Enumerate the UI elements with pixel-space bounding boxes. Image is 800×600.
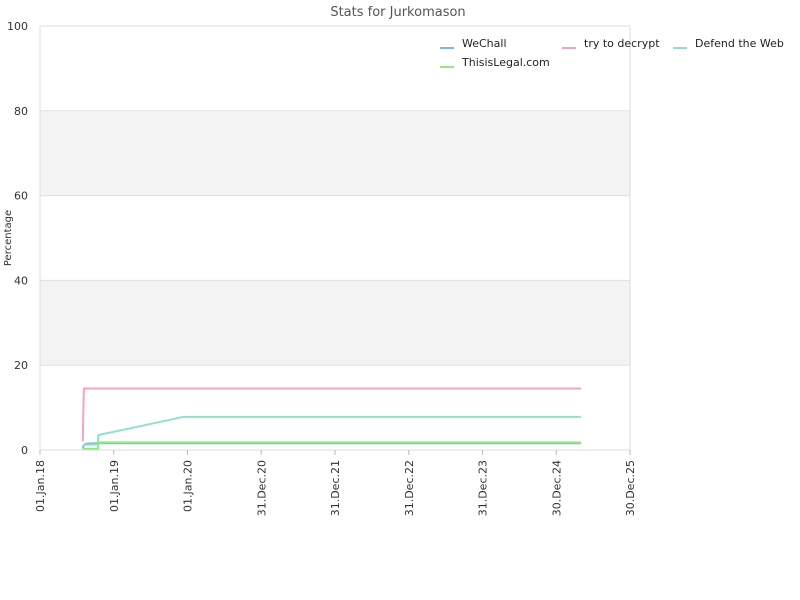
x-tick-label: 01.Jan.20 — [182, 460, 195, 512]
plot-band — [40, 280, 630, 366]
series-line-0 — [81, 442, 581, 449]
legend-label[interactable]: ThisisLegal.com — [461, 56, 550, 69]
x-tick-label: 31.Dec.22 — [403, 460, 416, 516]
x-tick-label: 01.Jan.18 — [34, 460, 47, 512]
y-tick-label: 40 — [14, 274, 28, 287]
y-tick-label: 0 — [21, 444, 28, 457]
grid-lines — [40, 25, 630, 451]
legend-label[interactable]: try to decrypt — [584, 37, 660, 50]
plot-border — [39, 25, 631, 451]
x-tick-label: 30.Dec.24 — [550, 460, 563, 516]
x-tick-label: 30.Dec.25 — [624, 460, 637, 516]
series-line-1 — [81, 387, 581, 442]
plot-bands — [40, 110, 630, 366]
y-axis-ticks: 0 20 40 60 80 100 — [7, 20, 28, 457]
y-axis-label: Percentage — [3, 210, 14, 266]
x-axis-ticks: 01.Jan.18 01.Jan.19 01.Jan.20 31.Dec.20 31.D… — [34, 450, 637, 516]
legend: WeChall try to decrypt Defend the Web Thisi… — [440, 37, 784, 69]
series-line-2 — [82, 415, 581, 447]
x-tick-label: 01.Jan.19 — [108, 460, 121, 512]
series-line-3 — [82, 441, 581, 450]
legend-label[interactable]: WeChall — [462, 37, 507, 50]
y-tick-label: 100 — [7, 20, 28, 33]
y-tick-label: 20 — [14, 359, 28, 372]
x-tick-label: 31.Dec.20 — [255, 460, 268, 516]
x-tick-label: 31.Dec.23 — [477, 460, 490, 516]
y-tick-label: 60 — [14, 190, 28, 203]
y-tick-label: 80 — [14, 105, 28, 118]
plot-band — [40, 110, 630, 196]
legend-label[interactable]: Defend the Web — [695, 37, 784, 50]
series-lines — [81, 387, 581, 450]
x-tick-label: 31.Dec.21 — [329, 460, 342, 516]
chart-title: Stats for Jurkomason — [330, 5, 465, 20]
